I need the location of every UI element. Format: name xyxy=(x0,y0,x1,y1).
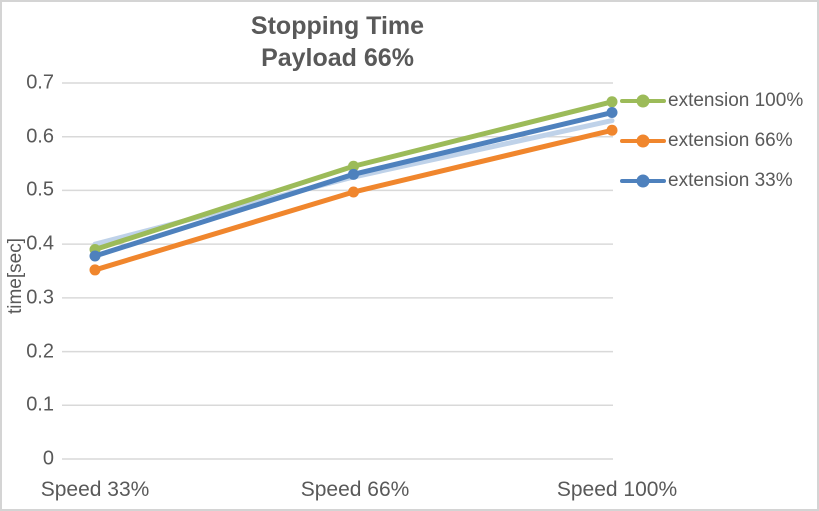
data-point-extension-66-speed-66 xyxy=(348,186,359,198)
data-point-extension-66-speed-33 xyxy=(89,264,101,276)
y-tick-0.2: 0.2 xyxy=(26,340,54,363)
x-label-speed-100: Speed 100% xyxy=(556,478,678,501)
y-tick-0.7: 0.7 xyxy=(26,71,54,94)
data-point-extension-33-speed-100 xyxy=(606,107,618,119)
line-chart xyxy=(62,82,618,460)
series-line-extension-33 xyxy=(92,110,615,259)
chart-title-line1: Stopping Time xyxy=(250,12,425,40)
data-point-extension-100-speed-100 xyxy=(606,96,618,108)
data-point-extension-100-speed-66 xyxy=(348,160,359,172)
x-label-speed-33: Speed 33% xyxy=(40,478,150,501)
data-point-extension-33-speed-66 xyxy=(348,168,359,180)
x-label-speed-66: Speed 66% xyxy=(300,478,410,501)
chart-title-line2: Payload 66% xyxy=(261,44,414,72)
y-tick-0.3: 0.3 xyxy=(26,286,54,309)
data-point-extension-66-speed-100 xyxy=(606,124,618,136)
y-tick-0.1: 0.1 xyxy=(26,393,54,416)
y-tick-0.6: 0.6 xyxy=(26,125,54,148)
series-line-extension-66 xyxy=(92,127,615,273)
plot-area xyxy=(62,82,618,460)
chart-title: Stopping Time Payload 66% xyxy=(62,10,613,74)
data-point-extension-33-speed-33 xyxy=(89,250,101,262)
y-tick-0.4: 0.4 xyxy=(26,232,54,255)
y-tick-0: 0 xyxy=(42,447,54,470)
y-tick-0.5: 0.5 xyxy=(26,178,54,201)
